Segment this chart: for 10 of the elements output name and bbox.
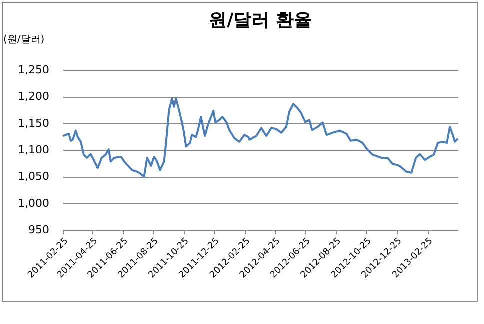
y-tick-label: 1,200 (18, 90, 50, 104)
y-tick-label: 1,050 (18, 170, 50, 184)
y-tick-label: 1,100 (18, 144, 50, 156)
line-series (62, 98, 459, 178)
y-tick-label: 1,000 (18, 196, 50, 210)
chart-title: 원/달러 환율 (209, 10, 312, 31)
y-tick-label: 1,250 (18, 64, 50, 76)
y-tick-label: 950 (28, 224, 50, 236)
y-axis-title: (원/달러) (4, 34, 45, 46)
y-tick-label: 1,150 (18, 116, 50, 130)
